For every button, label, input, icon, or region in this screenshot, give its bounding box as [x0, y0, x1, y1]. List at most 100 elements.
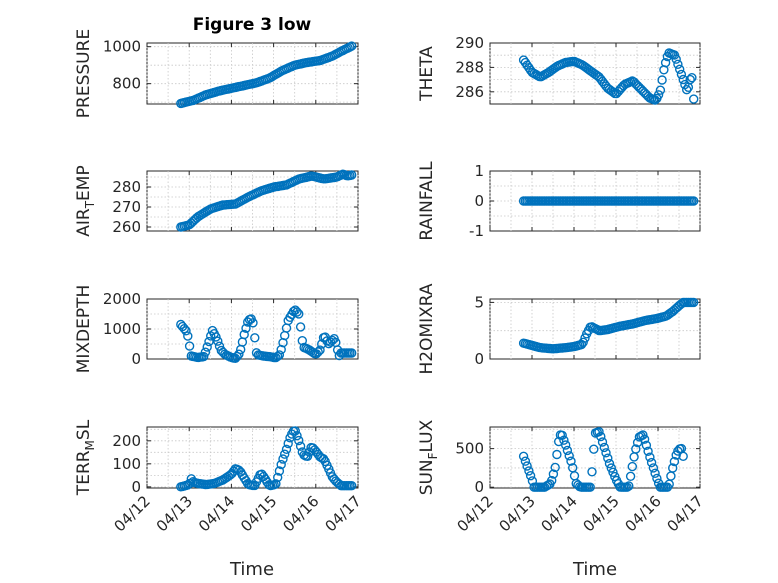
data-point — [525, 471, 536, 481]
data-point — [347, 170, 357, 180]
data-point — [347, 481, 357, 491]
data-point — [297, 336, 307, 346]
data-point — [518, 451, 529, 461]
data-point — [608, 467, 618, 477]
data-point — [281, 444, 292, 454]
data-point — [280, 449, 290, 459]
data-point — [622, 482, 632, 492]
data-point — [641, 440, 652, 450]
y-tick-label: 260 — [112, 218, 141, 236]
y-tick-label: 800 — [112, 75, 141, 93]
data-point — [624, 481, 634, 491]
data-point — [660, 58, 671, 68]
data-point — [294, 309, 304, 319]
data-point — [596, 431, 606, 442]
data-point — [273, 472, 283, 483]
data-point — [587, 467, 597, 477]
data-point — [675, 64, 685, 75]
y-tick-label: 270 — [112, 198, 141, 216]
data-point — [271, 479, 281, 489]
data-point — [561, 440, 571, 450]
y-axis-label: RAINFALL — [417, 161, 437, 241]
subplot-mixdepth: 0 1000 2000 MIXDEPTH — [74, 285, 359, 374]
x-tick-label: 04/12 — [454, 492, 497, 535]
data-point — [274, 350, 285, 360]
x-tick-label: 04/15 — [237, 492, 280, 535]
data-point — [669, 50, 680, 60]
y-axis-label: MIXDEPTH — [74, 285, 94, 374]
y-tick-label: 1 — [474, 162, 484, 180]
data-point — [639, 434, 650, 444]
y-tick-label: 500 — [455, 440, 484, 458]
data-point — [248, 318, 258, 328]
data-point — [548, 469, 559, 479]
data-point — [181, 326, 191, 336]
y-axis-label: THETA — [417, 46, 437, 102]
subplot-rainfall: -1 0 1 RAINFALL — [417, 161, 701, 241]
data-point — [179, 324, 190, 334]
subplot-h2omixra: 0 5 H2OMIXRA — [417, 283, 701, 375]
data-point — [294, 435, 304, 446]
data-point — [604, 458, 615, 469]
data-point — [625, 471, 636, 481]
data-point — [650, 468, 660, 478]
data-point — [689, 94, 699, 104]
y-axis-label: AIRTEMP — [74, 165, 97, 236]
y-tick-label: 0 — [474, 478, 484, 496]
data-point — [578, 337, 588, 347]
x-tick-label: 04/17 — [664, 492, 707, 535]
subplot-theta: 286 288 290 THETA — [417, 34, 701, 105]
x-tick-label: 04/14 — [195, 492, 238, 535]
data-point — [278, 454, 288, 464]
data-point — [552, 449, 562, 460]
data-point — [689, 196, 699, 206]
data-point — [292, 307, 302, 317]
data-point — [347, 41, 357, 51]
y-tick-label: -1 — [469, 222, 484, 240]
figure-title: Figure 3 low — [193, 15, 312, 35]
data-point — [564, 451, 574, 461]
data-point — [347, 348, 357, 358]
data-point — [184, 341, 195, 351]
y-tick-label: 1000 — [103, 38, 141, 56]
x-axis-label-left: Time — [229, 559, 274, 580]
data-point — [274, 466, 285, 476]
data-point — [678, 451, 688, 461]
data-point — [292, 431, 302, 441]
x-tick-label: 04/17 — [322, 492, 365, 535]
y-tick-label: 290 — [455, 34, 484, 52]
data-point — [559, 435, 569, 445]
data-point — [648, 463, 659, 473]
data-point — [652, 473, 662, 484]
data-point — [585, 482, 595, 492]
data-point — [599, 442, 609, 453]
data-point — [682, 84, 692, 95]
data-point — [313, 347, 323, 357]
data-point — [198, 351, 209, 362]
y-tick-label: 1000 — [103, 320, 141, 338]
data-point — [655, 85, 666, 95]
subplot-pressure: 800 1000 PRESSURE — [74, 29, 359, 118]
data-point — [183, 331, 193, 341]
data-point — [562, 445, 573, 456]
data-point — [241, 323, 251, 333]
data-point — [603, 453, 613, 463]
data-point — [606, 463, 616, 473]
data-point — [627, 461, 637, 472]
data-point — [213, 336, 223, 346]
data-point — [657, 75, 667, 85]
data-point — [589, 444, 599, 454]
data-point — [557, 430, 567, 440]
y-tick-label: 2000 — [103, 290, 141, 308]
data-point — [204, 336, 214, 347]
y-tick-label: 100 — [112, 455, 141, 473]
data-point — [645, 452, 655, 462]
x-tick-label: 04/16 — [622, 492, 665, 535]
y-tick-label: 0 — [131, 350, 141, 368]
y-axis-label: SUNFLUX — [417, 419, 440, 495]
data-point — [276, 344, 286, 355]
data-point — [671, 54, 681, 64]
